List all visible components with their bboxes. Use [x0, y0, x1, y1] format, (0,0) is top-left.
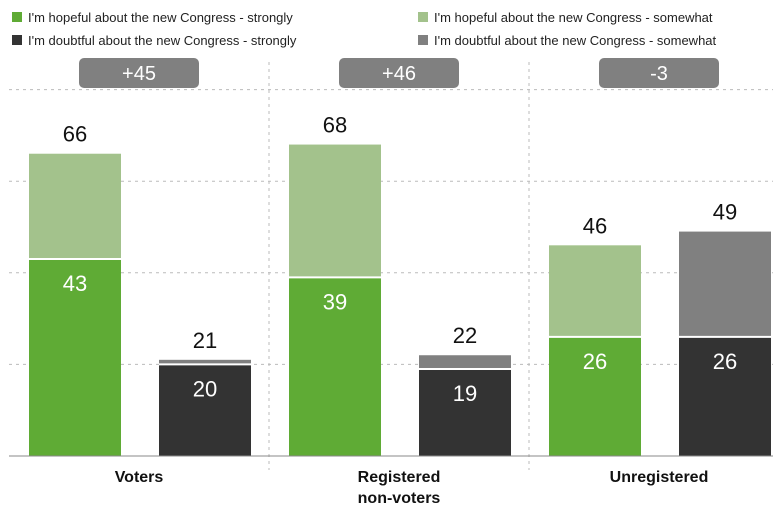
legend-label-1: I'm hopeful about the new Congress - str… — [28, 10, 293, 25]
data-label-doubtful-total-3: 49 — [713, 200, 737, 225]
bar-hopeful-strongly-2 — [289, 277, 381, 456]
margin-badge-3 — [599, 58, 719, 88]
margin-badge-1 — [79, 58, 199, 88]
data-label-hopeful-total-2: 68 — [323, 113, 347, 138]
legend-swatch-3 — [12, 35, 22, 45]
margin-badge-2 — [339, 58, 459, 88]
bar-hopeful-strongly-3 — [549, 336, 641, 456]
category-label-3: Unregistered — [610, 469, 709, 486]
legend-label-3: I'm doubtful about the new Congress - st… — [28, 33, 297, 48]
legend-swatch-2 — [418, 12, 428, 22]
bar-doubtful-strongly-1 — [159, 364, 251, 456]
legend-swatch-4 — [418, 35, 428, 45]
data-label-doubtful-total-1: 21 — [193, 328, 217, 353]
category-label-1: Voters — [115, 469, 164, 486]
bar-doubtful-strongly-2 — [419, 368, 511, 456]
data-label-hopeful-strongly-1: 43 — [63, 271, 87, 296]
bar-hopeful-somewhat-1 — [29, 153, 121, 260]
legend-label-2: I'm hopeful about the new Congress - som… — [434, 10, 713, 25]
data-label-hopeful-strongly-3: 26 — [583, 349, 607, 374]
legend: I'm hopeful about the new Congress - str… — [12, 10, 717, 48]
category-label-2-line-2: non-voters — [358, 490, 441, 506]
bars: 43 66 20 21 39 68 19 22 26 46 26 49 — [29, 113, 771, 456]
bar-doubtful-somewhat-2 — [419, 355, 511, 369]
margin-label-2: +46 — [382, 63, 416, 85]
data-label-hopeful-total-1: 66 — [63, 122, 87, 147]
data-label-doubtful-strongly-3: 26 — [713, 349, 737, 374]
bar-hopeful-strongly-1 — [29, 259, 121, 456]
data-label-doubtful-strongly-1: 20 — [193, 376, 217, 401]
margin-label-3: -3 — [650, 63, 668, 85]
data-label-hopeful-total-3: 46 — [583, 213, 607, 238]
bar-hopeful-somewhat-3 — [549, 245, 641, 337]
bar-hopeful-somewhat-2 — [289, 144, 381, 278]
data-label-hopeful-strongly-2: 39 — [323, 289, 347, 314]
legend-swatch-1 — [12, 12, 22, 22]
gridlines — [9, 62, 773, 470]
category-label-2: Registered — [358, 469, 441, 486]
data-label-doubtful-strongly-2: 19 — [453, 381, 477, 406]
x-axis: Voters Registered non-voters Unregistered — [9, 455, 773, 506]
margin-label-1: +45 — [122, 63, 156, 85]
data-label-doubtful-total-2: 22 — [453, 323, 477, 348]
bar-doubtful-somewhat-1 — [159, 359, 251, 365]
legend-label-4: I'm doubtful about the new Congress - so… — [434, 33, 717, 48]
bar-doubtful-strongly-3 — [679, 336, 771, 456]
bar-doubtful-somewhat-3 — [679, 231, 771, 337]
margin-badges: +45 +46 -3 — [79, 58, 719, 88]
